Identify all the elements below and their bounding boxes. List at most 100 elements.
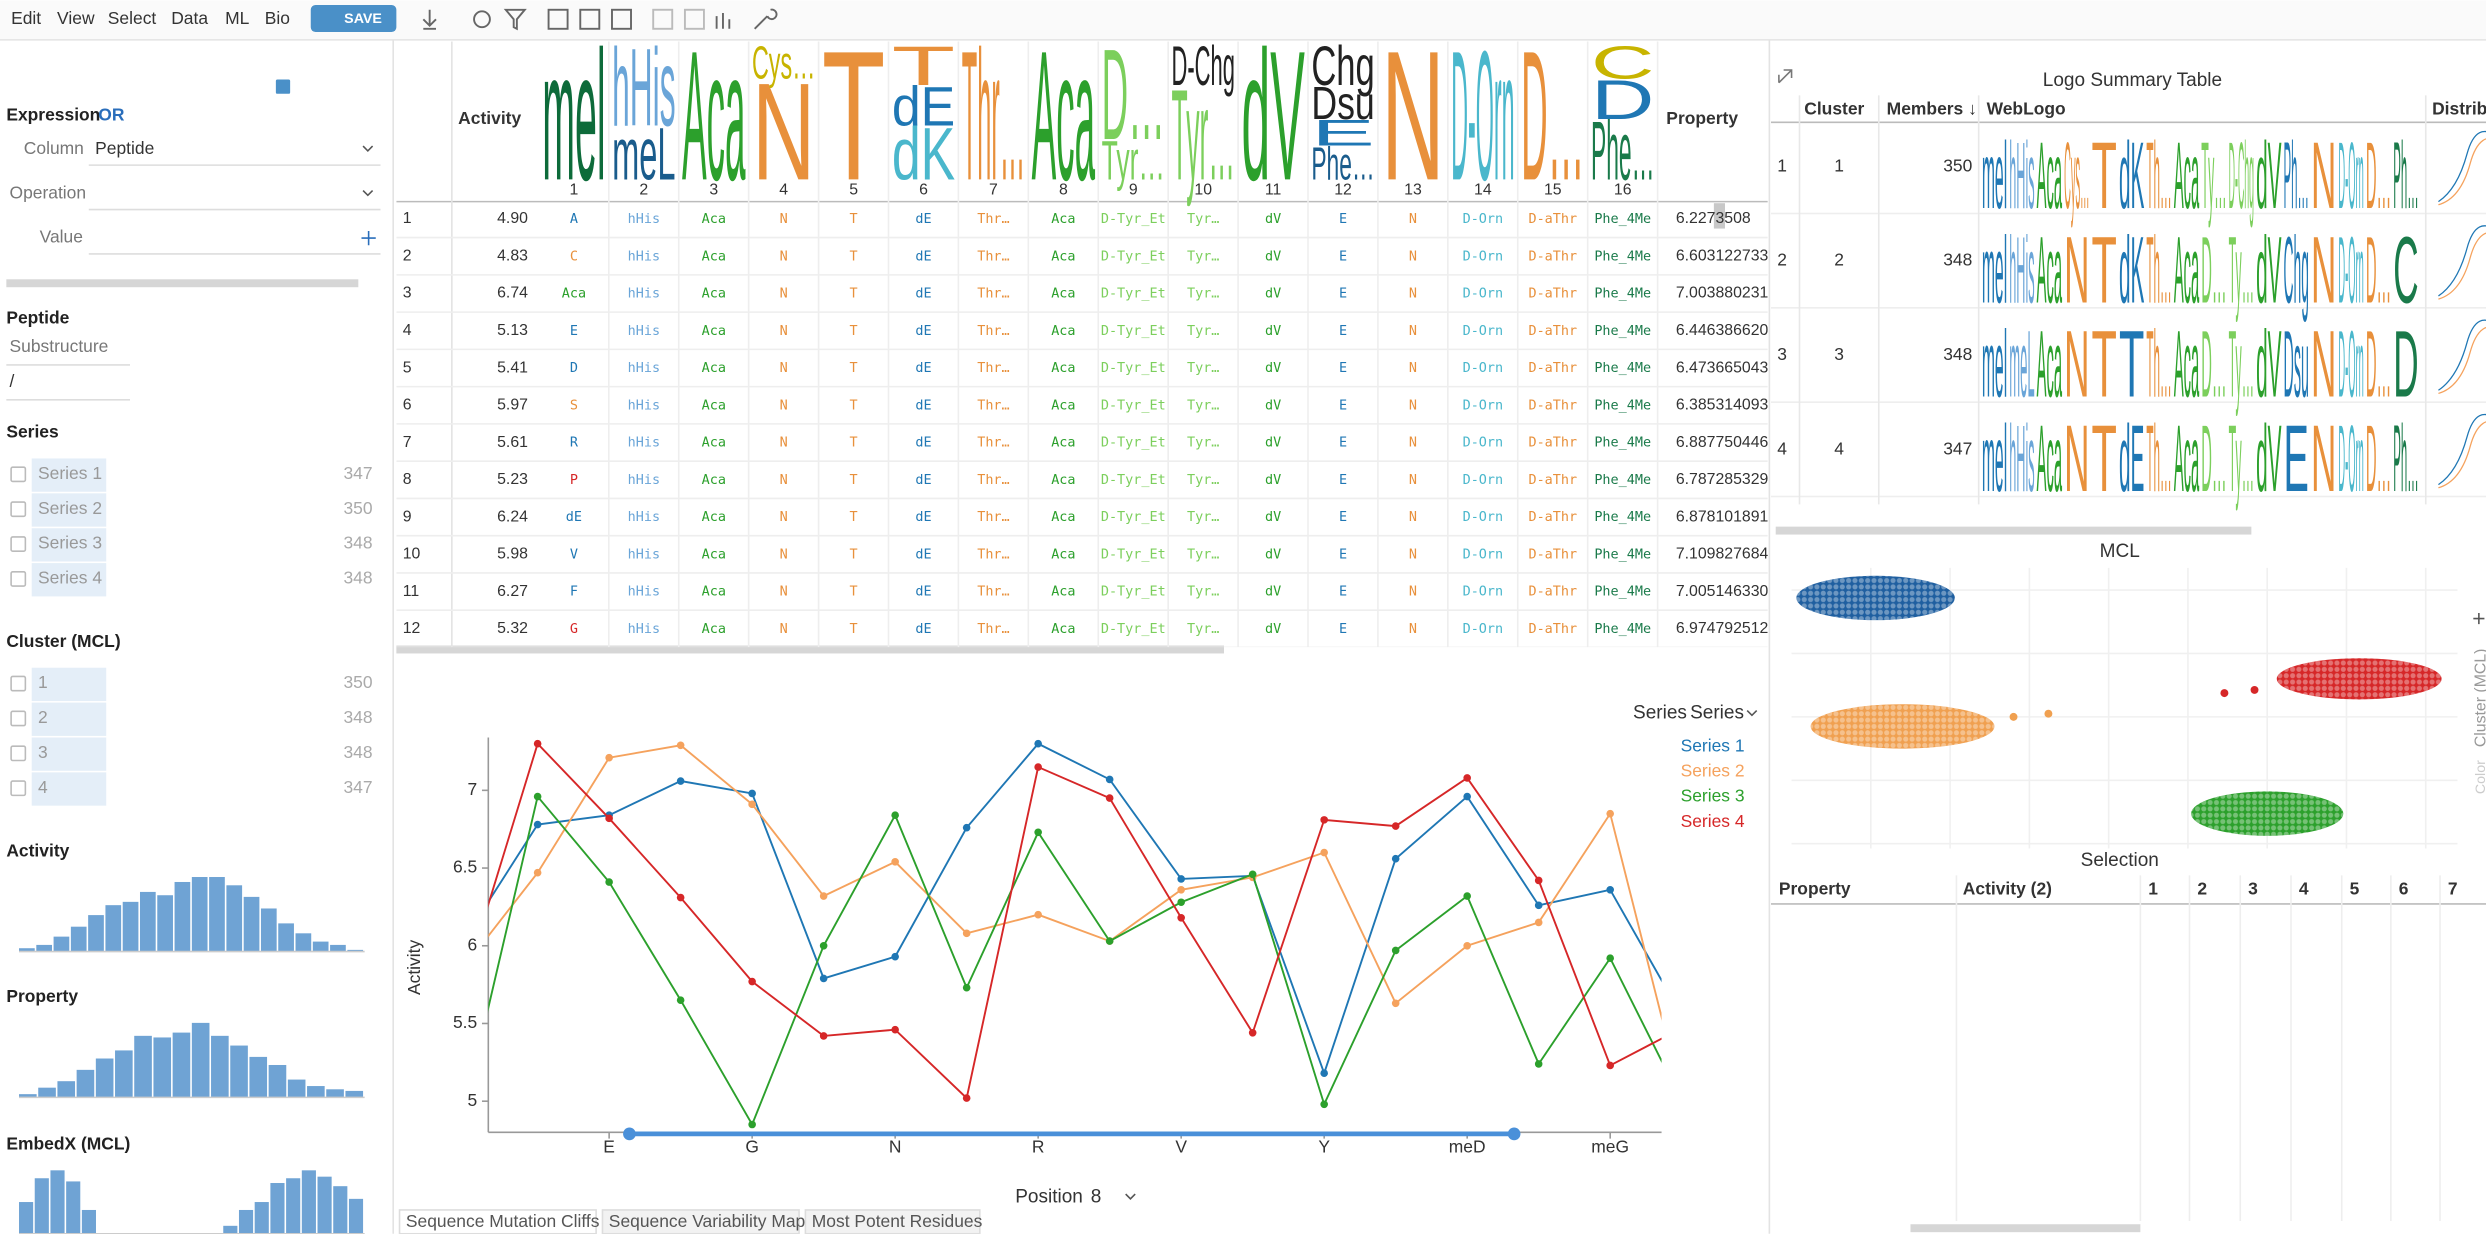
checkbox[interactable]: [10, 466, 27, 483]
cell: Aca: [702, 472, 726, 488]
column-header: 2: [2197, 878, 2207, 898]
item-label[interactable]: 3: [38, 742, 48, 762]
cell: dV: [1265, 621, 1281, 637]
checkbox[interactable]: [10, 710, 27, 727]
column-header: Distributi: [2432, 98, 2486, 118]
cell: C: [570, 248, 578, 264]
field-value[interactable]: Peptide: [95, 138, 154, 158]
menu-item[interactable]: Select: [108, 8, 157, 28]
item-label[interactable]: Series 3: [38, 533, 102, 553]
cell: Aca: [702, 509, 726, 525]
logo-letter: D…: [2366, 312, 2391, 418]
histogram-bar: [286, 1178, 301, 1234]
menu-item[interactable]: Data: [171, 8, 208, 28]
checkbox[interactable]: [10, 675, 27, 692]
point: [1177, 875, 1185, 883]
row-number: 2: [403, 247, 412, 264]
logo-letter: N: [2311, 123, 2336, 229]
item-label[interactable]: Series 4: [38, 568, 102, 588]
tab-label[interactable]: Sequence Variability Map: [609, 1211, 805, 1231]
histogram-bar: [223, 1225, 238, 1234]
checkbox[interactable]: [10, 501, 27, 518]
x-value[interactable]: 8: [1091, 1186, 1102, 1207]
cell: Thr…: [977, 360, 1009, 376]
scrollbar[interactable]: [1775, 526, 2252, 535]
cell: E: [1339, 248, 1347, 264]
cell: D-aThr: [1528, 435, 1577, 451]
cell: N: [1409, 584, 1417, 600]
x-tick-label: meG: [1591, 1137, 1629, 1157]
cell: T: [850, 621, 858, 637]
cell: dE: [915, 211, 931, 227]
cell: N: [1409, 397, 1417, 413]
mode[interactable]: OR: [98, 105, 125, 125]
slider-handle[interactable]: [623, 1127, 636, 1141]
cell: D-Orn: [1463, 621, 1504, 637]
tab-label[interactable]: Sequence Mutation Cliffs: [406, 1211, 600, 1231]
point: [1177, 886, 1185, 894]
save-label[interactable]: SAVE: [344, 11, 382, 27]
logo-letter: D…: [2366, 217, 2391, 323]
item-label[interactable]: Series 1: [38, 463, 102, 483]
checkbox[interactable]: [10, 536, 27, 552]
menu-item[interactable]: ML: [225, 8, 250, 28]
scrollbar[interactable]: [1910, 1224, 2141, 1233]
menu-item[interactable]: View: [57, 8, 95, 28]
cell: Tyr…: [1187, 509, 1219, 525]
cell: 6.974792512: [1676, 620, 1769, 637]
field-value[interactable]: /: [10, 371, 15, 391]
cell: Thr…: [977, 546, 1009, 562]
logo-letter: E: [2284, 406, 2309, 512]
row-number: 1: [1777, 155, 1787, 175]
cell: Thr…: [977, 621, 1009, 637]
scrollbar[interactable]: [396, 645, 1224, 654]
scrollbar[interactable]: [6, 279, 359, 288]
cell: Phe_4Me: [1594, 509, 1651, 525]
item-label[interactable]: 4: [38, 777, 48, 797]
toolbar: [0, 0, 2486, 40]
histogram-bar: [226, 885, 243, 952]
field-label: Column: [24, 138, 84, 158]
logo-letter: Ty…: [2229, 217, 2254, 323]
cell: T: [850, 323, 858, 339]
tab-label[interactable]: Most Potent Residues: [812, 1211, 983, 1231]
row-number: 5: [403, 359, 412, 376]
menu-item[interactable]: Bio: [265, 8, 290, 28]
item-label[interactable]: 1: [38, 672, 48, 692]
logo-letter: D-Orn: [2338, 217, 2363, 323]
cell: S: [570, 397, 578, 413]
item-count: 350: [343, 672, 372, 692]
x-tick-label: N: [889, 1137, 902, 1157]
point: [748, 1120, 756, 1129]
histogram-bar: [38, 1087, 56, 1098]
cell: N: [1409, 323, 1417, 339]
cell: Phe_4Me: [1594, 435, 1651, 451]
item-highlight: [31, 458, 107, 492]
menu-item[interactable]: Edit: [11, 8, 41, 28]
item-label[interactable]: Series 2: [38, 498, 102, 518]
selector-value[interactable]: Series: [1690, 703, 1744, 724]
checkbox[interactable]: [10, 571, 27, 587]
cell: 5.23: [497, 471, 528, 488]
checkbox[interactable]: [10, 780, 27, 797]
histogram-bar: [19, 1094, 37, 1098]
point: [1177, 913, 1185, 922]
cell: T: [850, 360, 858, 376]
series-line: [488, 744, 1662, 1021]
legend-entry: Series 4: [1681, 811, 1745, 831]
logo-letter: Aca: [2037, 217, 2062, 323]
cell: N: [1409, 435, 1417, 451]
cell: Aca: [1051, 584, 1075, 600]
save-button[interactable]: [310, 5, 397, 32]
slider-handle[interactable]: [1507, 1127, 1521, 1141]
point: [605, 878, 613, 886]
logo-letter: T: [2092, 123, 2117, 229]
item-label[interactable]: 2: [38, 707, 48, 727]
legend-entry: Series 3: [1681, 786, 1745, 806]
item-count: 348: [343, 707, 372, 727]
cell: 6.385314093: [1676, 397, 1769, 414]
cell: dV: [1265, 211, 1281, 227]
cell: D-aThr: [1528, 621, 1577, 637]
column-header: Members ↓: [1887, 98, 1977, 118]
checkbox[interactable]: [10, 745, 27, 762]
